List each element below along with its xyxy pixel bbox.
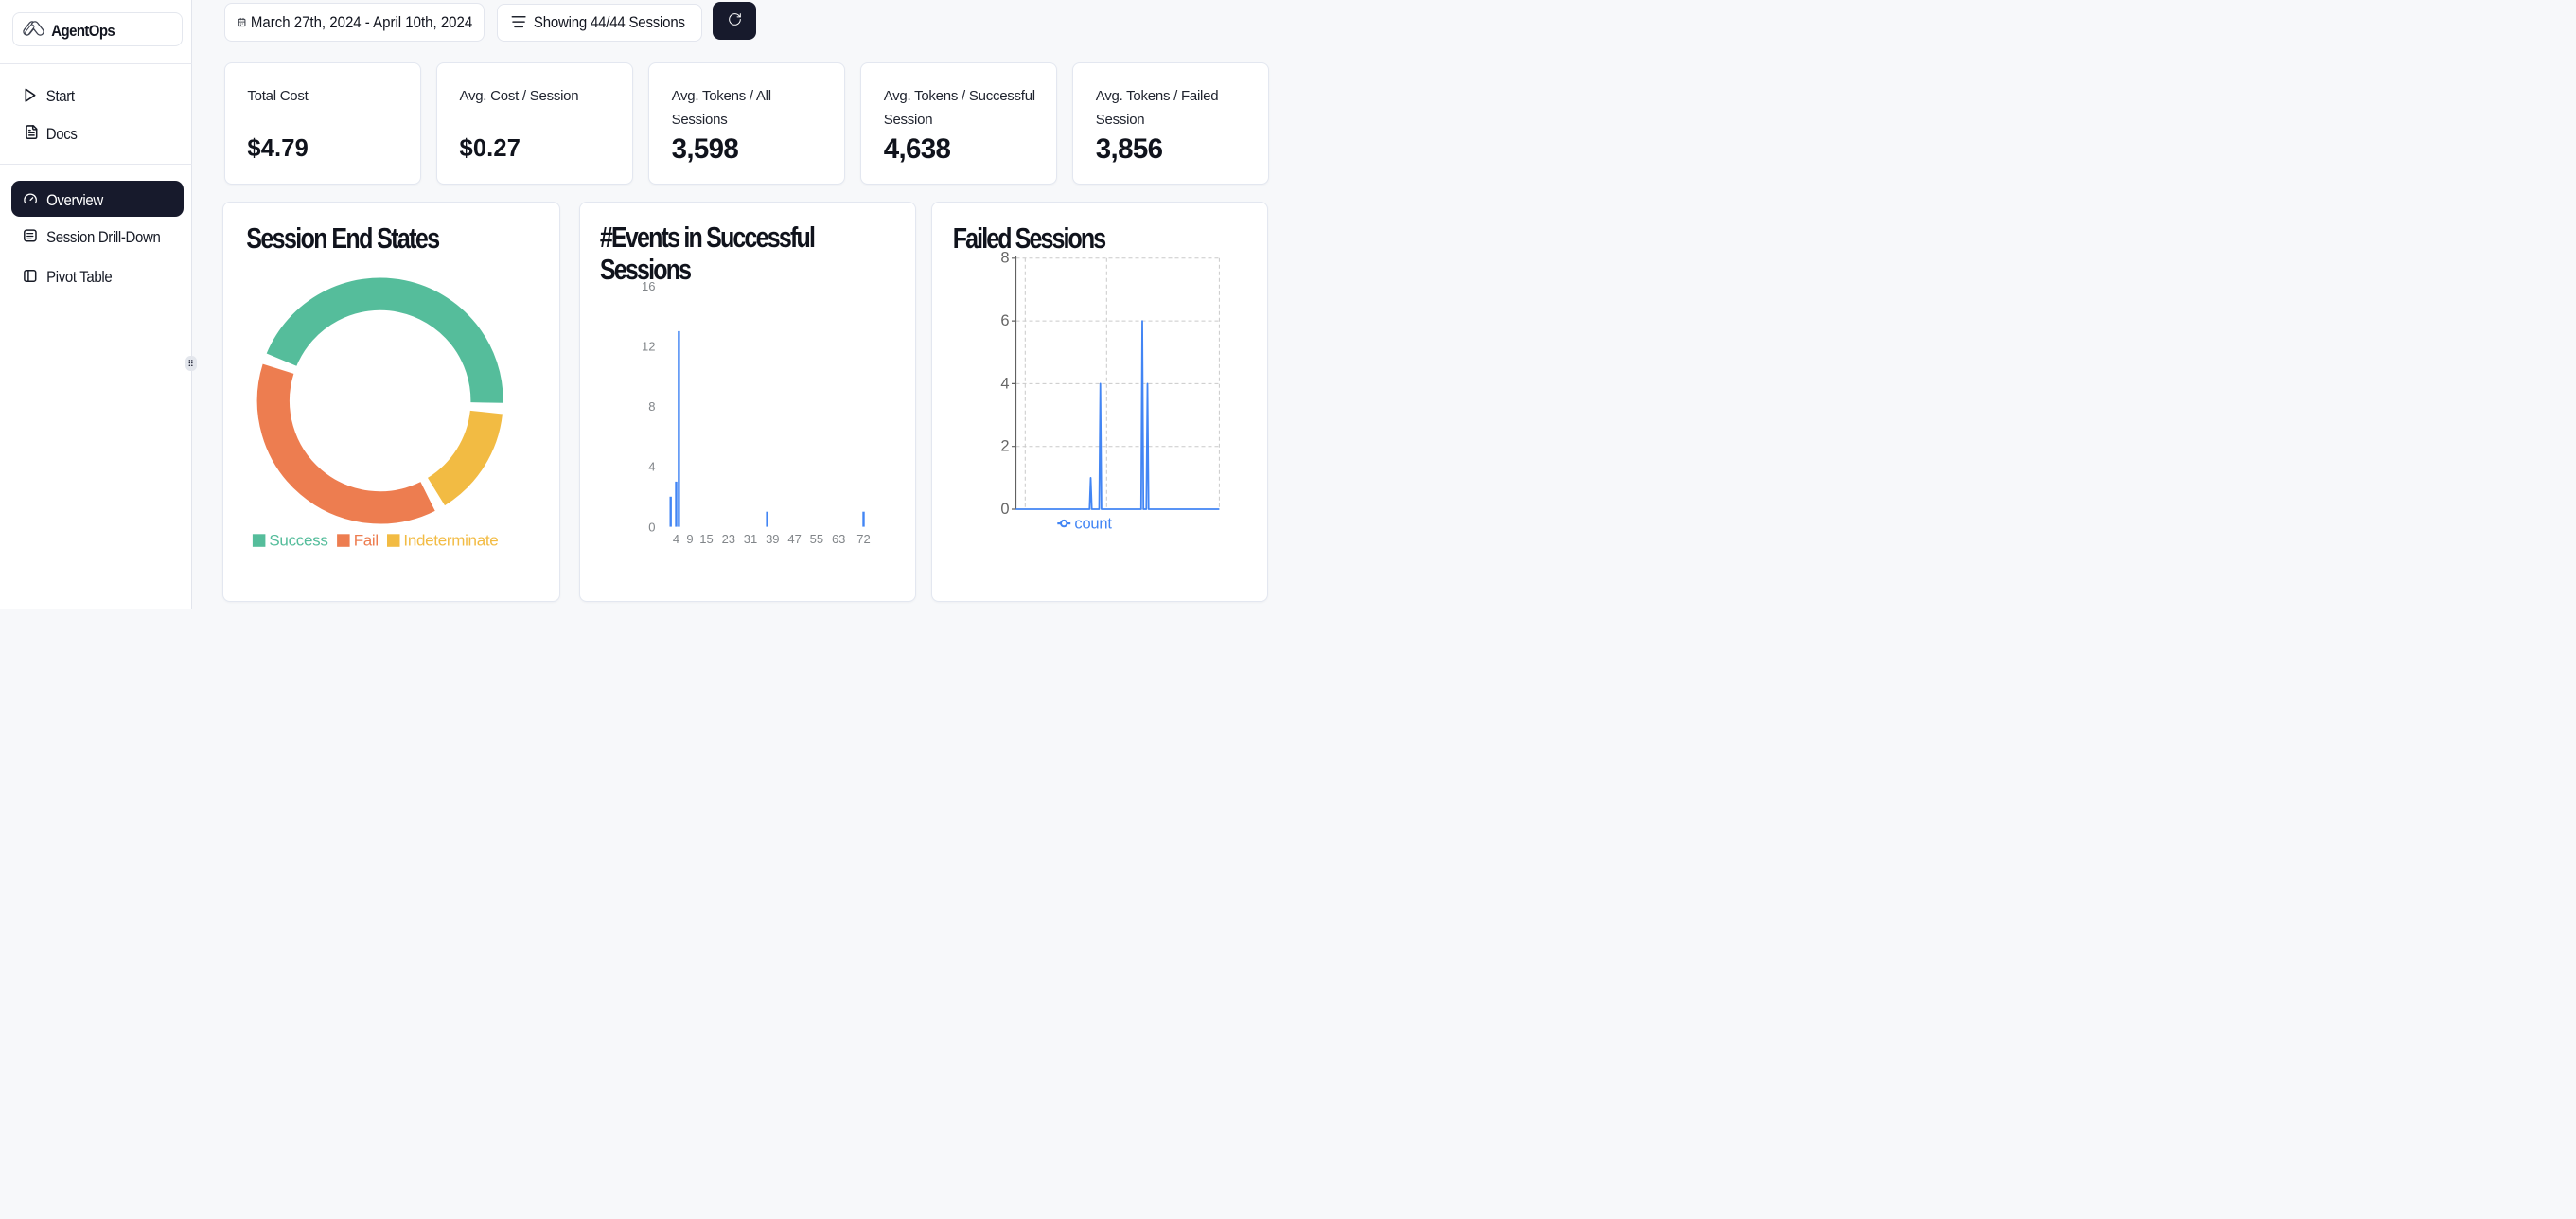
svg-text:4: 4 [672,532,679,546]
svg-text:2: 2 [1001,437,1010,454]
svg-text:Success: Success [270,531,328,549]
svg-text:72: 72 [856,532,870,546]
svg-text:12: 12 [642,339,655,353]
svg-text:4: 4 [648,459,655,473]
svg-text:63: 63 [831,532,844,546]
svg-text:47: 47 [787,532,801,546]
svg-text:count: count [1075,515,1113,532]
svg-text:16: 16 [642,279,655,293]
svg-text:15: 15 [699,532,713,546]
svg-text:23: 23 [721,532,734,546]
svg-text:8: 8 [1001,250,1010,267]
svg-text:4: 4 [1001,375,1010,392]
svg-text:55: 55 [809,532,822,546]
svg-text:Fail: Fail [354,531,379,549]
svg-text:0: 0 [1001,501,1010,518]
svg-text:9: 9 [686,532,693,546]
svg-text:Indeterminate: Indeterminate [404,531,499,549]
svg-text:31: 31 [743,532,756,546]
svg-text:0: 0 [648,520,655,534]
svg-text:6: 6 [1001,312,1010,329]
svg-text:8: 8 [648,399,655,414]
svg-text:39: 39 [766,532,779,546]
